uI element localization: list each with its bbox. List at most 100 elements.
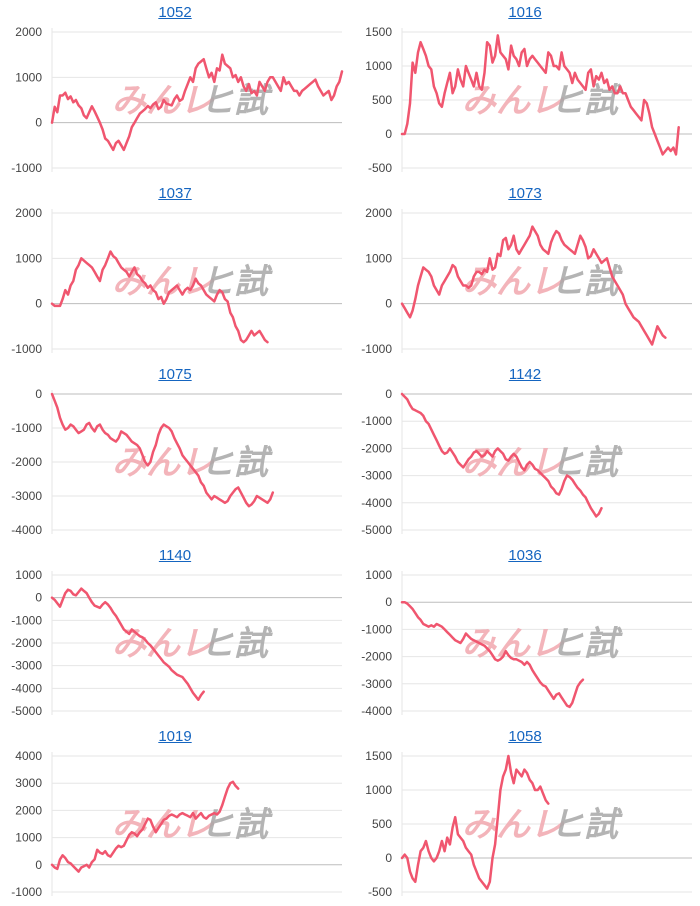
y-tick-label: 1500 <box>365 25 392 39</box>
series-line-1142 <box>400 392 603 518</box>
y-tick-label: 2000 <box>15 803 42 817</box>
y-tick-label: 0 <box>385 297 392 311</box>
y-tick-label: -2000 <box>361 441 392 455</box>
y-tick-label: 2000 <box>365 206 392 220</box>
y-tick-label: 1000 <box>15 251 42 265</box>
chart-title-link[interactable]: 1058 <box>508 728 542 745</box>
y-tick-label: -1000 <box>11 421 42 435</box>
watermark-right: ヒ試 <box>200 444 273 482</box>
y-tick-label: 1000 <box>15 568 42 582</box>
y-tick-label: 0 <box>385 127 392 141</box>
watermark-left: みんレ <box>112 625 215 663</box>
series-line-1016 <box>400 34 680 156</box>
y-tick-label: 3000 <box>15 776 42 790</box>
y-tick-label: 0 <box>35 858 42 872</box>
series-line-1058 <box>400 754 550 890</box>
y-tick-label: -3000 <box>361 677 392 691</box>
y-tick-label: 1000 <box>365 59 392 73</box>
y-tick-label: 0 <box>35 387 42 401</box>
chart-panel-1019: 4000 3000 2000 1000 0 -1000 みんレ ヒ試 1019 <box>0 724 350 905</box>
series-line-1073 <box>400 225 667 346</box>
watermark-right: ヒ試 <box>200 82 273 120</box>
chart-title-link[interactable]: 1073 <box>508 185 542 202</box>
y-tick-label: -2000 <box>11 455 42 469</box>
y-tick-label: -4000 <box>361 704 392 718</box>
watermark-right: ヒ試 <box>200 263 273 301</box>
y-tick-label: 1000 <box>15 831 42 845</box>
y-tick-label: -1000 <box>11 161 42 175</box>
chart-title-link[interactable]: 1142 <box>508 366 542 383</box>
watermark-right: ヒ試 <box>200 625 273 663</box>
chart-title-link[interactable]: 1037 <box>158 185 192 202</box>
y-tick-label: 4000 <box>15 749 42 763</box>
y-tick-label: 0 <box>35 116 42 130</box>
y-tick-label: -2000 <box>361 650 392 664</box>
chart-panel-1037: 2000 1000 0 -1000 みんレ ヒ試 1037 <box>0 181 350 362</box>
watermark-right: ヒ試 <box>550 625 623 663</box>
y-tick-label: -1000 <box>361 414 392 428</box>
watermark-left: みんレ <box>462 806 565 844</box>
series-line-1037 <box>50 250 269 344</box>
watermark-right: ヒ試 <box>550 263 623 301</box>
series-line-1075 <box>50 392 275 508</box>
y-tick-label: 500 <box>372 817 392 831</box>
y-tick-label: -1000 <box>11 613 42 627</box>
y-tick-label: -500 <box>368 885 392 899</box>
series-line-1052 <box>50 53 344 152</box>
chart-panel-1140: 1000 0 -1000 -2000 -3000 -4000 -5000 みんレ ヒ試 1140 <box>0 543 350 724</box>
watermark-right: ヒ試 <box>550 444 623 482</box>
series-line-1019 <box>50 780 240 873</box>
y-tick-label: -500 <box>368 161 392 175</box>
chart-panel-1058: 1500 1000 500 0 -500 みんレ ヒ試 1058 <box>350 724 700 905</box>
chart-title-link[interactable]: 1140 <box>158 547 192 564</box>
y-tick-label: 0 <box>35 591 42 605</box>
y-tick-label: -1000 <box>11 342 42 356</box>
series-line-1036 <box>400 600 585 709</box>
y-tick-label: 0 <box>385 851 392 865</box>
y-tick-label: -2000 <box>11 636 42 650</box>
chart-panel-1142: 0 -1000 -2000 -3000 -4000 -5000 みんレ ヒ試 1142 <box>350 362 700 543</box>
chart-panel-1016: 1500 1000 500 0 -500 みんレ ヒ試 1016 <box>350 0 700 181</box>
series-line-1140 <box>50 587 205 701</box>
y-tick-label: 1500 <box>365 749 392 763</box>
y-tick-label: -1000 <box>361 622 392 636</box>
y-tick-label: -4000 <box>11 523 42 537</box>
y-tick-label: -3000 <box>11 659 42 673</box>
y-tick-label: -5000 <box>11 704 42 718</box>
chart-panel-1036: 1000 0 -1000 -2000 -3000 -4000 みんレ ヒ試 1036 <box>350 543 700 724</box>
y-tick-label: 1000 <box>15 70 42 84</box>
chart-title-link[interactable]: 1036 <box>508 547 542 564</box>
chart-title-link[interactable]: 1052 <box>158 4 192 21</box>
watermark-left: みんレ <box>462 444 565 482</box>
chart-panel-1052: 2000 1000 0 -1000 みんレ ヒ試 1052 <box>0 0 350 181</box>
y-tick-label: -3000 <box>361 469 392 483</box>
y-tick-label: 2000 <box>15 25 42 39</box>
chart-panel-1073: 2000 1000 0 -1000 みんレ ヒ試 1073 <box>350 181 700 362</box>
y-tick-label: 1000 <box>365 783 392 797</box>
chart-title-link[interactable]: 1075 <box>158 366 192 383</box>
y-tick-label: 0 <box>385 595 392 609</box>
y-tick-label: -5000 <box>361 523 392 537</box>
chart-title-link[interactable]: 1019 <box>158 728 192 745</box>
watermark-right: ヒ試 <box>200 806 273 844</box>
y-tick-label: -1000 <box>361 342 392 356</box>
y-tick-label: -1000 <box>11 885 42 899</box>
y-tick-label: -4000 <box>361 496 392 510</box>
chart-title-link[interactable]: 1016 <box>508 4 542 21</box>
y-tick-label: 1000 <box>365 251 392 265</box>
